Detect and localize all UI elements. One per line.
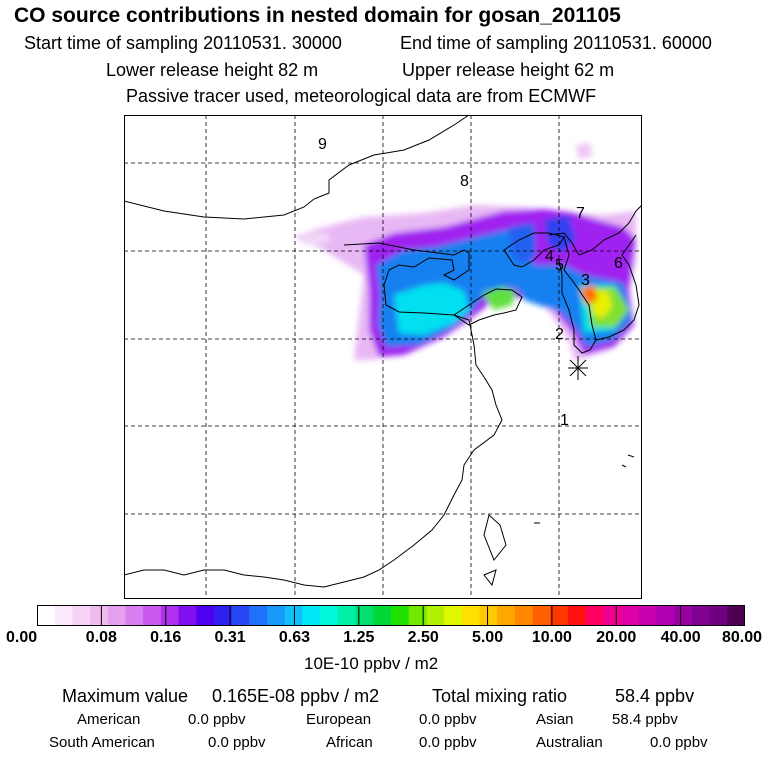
colorbar-tick-label: 2.50 [407,629,439,646]
point-label-9: 9 [318,136,327,153]
colorbar-cell [90,605,109,626]
region-value-american: 0.0 ppbv [188,711,246,728]
point-label-2: 2 [555,326,564,343]
colorbar-cell [214,605,233,626]
colorbar-tick-label: 5.00 [471,629,504,646]
region-name-south-american: South American [49,734,155,751]
colorbar-cell [461,605,480,626]
colorbar-cell [638,605,657,626]
region-value-european: 0.0 ppbv [419,711,477,728]
colorbar-cell [320,605,339,626]
colorbar-cell [72,605,91,626]
receptor-marker-icon [568,356,588,380]
colorbar-tick-label: 80.00 [721,629,762,646]
colorbar-cell [674,605,693,626]
point-label-3: 3 [581,272,590,289]
colorbar-tick-label: 10.00 [531,629,572,646]
colorbar-cell [550,605,569,626]
total-mixing-ratio-label: Total mixing ratio [432,686,568,706]
colorbar-cell [231,605,250,626]
point-label-6: 6 [614,255,623,272]
colorbar-cell [107,605,126,626]
colorbar-cell [709,605,728,626]
tracer-note: Passive tracer used, meteorological data… [126,86,597,106]
colorbar-tick-label: 0.08 [85,629,117,646]
colorbar-cell [426,605,445,626]
colorbar-tick-label: 0.00 [6,629,38,646]
region-name-african: African [326,734,373,751]
colorbar-cell [603,605,622,626]
start-time-label: Start time of sampling 20110531. 30000 [24,33,342,53]
colorbar-cell [532,605,551,626]
colorbar-cell [656,605,675,626]
point-label-7: 7 [576,205,585,222]
point-label-5: 5 [555,257,564,274]
total-mixing-ratio-value: 58.4 ppbv [615,686,695,706]
plume-cyan [394,283,469,335]
colorbar-cell [178,605,197,626]
point-label-4: 4 [545,248,554,265]
map-panel: 1 2 3 4 5 6 7 8 9 [124,115,642,599]
colorbar-cell [514,605,534,626]
colorbar-cell [337,605,357,626]
end-time-label: End time of sampling 20110531. 60000 [400,33,712,53]
upper-release-height: Upper release height 62 m [402,60,615,80]
colorbar-tick-label: 0.63 [278,629,311,646]
colorbar-cell [621,605,640,626]
colorbar-cell [355,605,374,626]
plume-outer-west [304,233,329,245]
max-value: 0.165E-08 ppbv / m2 [212,686,380,706]
region-name-asian: Asian [536,711,574,728]
region-name-australian: Australian [536,734,603,751]
colorbar-units: 10E-10 ppbv / m2 [304,654,439,673]
colorbar-cell [479,605,498,626]
colorbar-cell [568,605,587,626]
colorbar-cell [249,605,268,626]
plot-title: CO source contributions in nested domain… [14,4,621,27]
plume-blue-north [509,223,536,265]
colorbar-cell [125,605,144,626]
colorbar-cell [444,605,463,626]
colorbar-tick-label: 40.00 [660,629,701,646]
colorbar-cell [284,605,303,626]
colorbar-cell [160,605,180,626]
colorbar-cell [691,605,711,626]
colorbar-cell [267,605,286,626]
colorbar-cell [37,605,56,626]
point-label-8: 8 [460,173,469,190]
region-value-south-american: 0.0 ppbv [208,734,266,751]
plume-green [482,287,516,310]
region-name-european: European [306,711,372,728]
colorbar-cell [497,605,516,626]
plume-orange [580,285,598,305]
coastlines [124,115,642,588]
colorbar [37,605,745,626]
colorbar-tick-label: 20.00 [596,629,637,646]
max-value-label: Maximum value [62,686,189,706]
region-value-african: 0.0 ppbv [419,734,477,751]
colorbar-cell [391,605,410,626]
colorbar-cell [143,605,162,626]
colorbar-cell [408,605,427,626]
colorbar-tick-label: 0.16 [150,629,182,646]
colorbar-cell [727,605,745,626]
colorbar-cell [196,605,215,626]
colorbar-cell [373,605,392,626]
colorbar-tick-label: 1.25 [343,629,375,646]
region-value-asian: 58.4 ppbv [612,711,678,728]
colorbar-tick-label: 0.31 [214,629,246,646]
region-name-american: American [77,711,141,728]
concentration-field [294,143,636,361]
colorbar-cell [302,605,321,626]
map-frame [124,115,642,599]
colorbar-cell [54,605,73,626]
point-label-1: 1 [560,412,569,429]
colorbar-cell [585,605,604,626]
lower-release-height: Lower release height 82 m [106,60,319,80]
region-value-australian: 0.0 ppbv [650,734,708,751]
plume-north-spot [576,143,592,159]
graticule [124,115,642,599]
